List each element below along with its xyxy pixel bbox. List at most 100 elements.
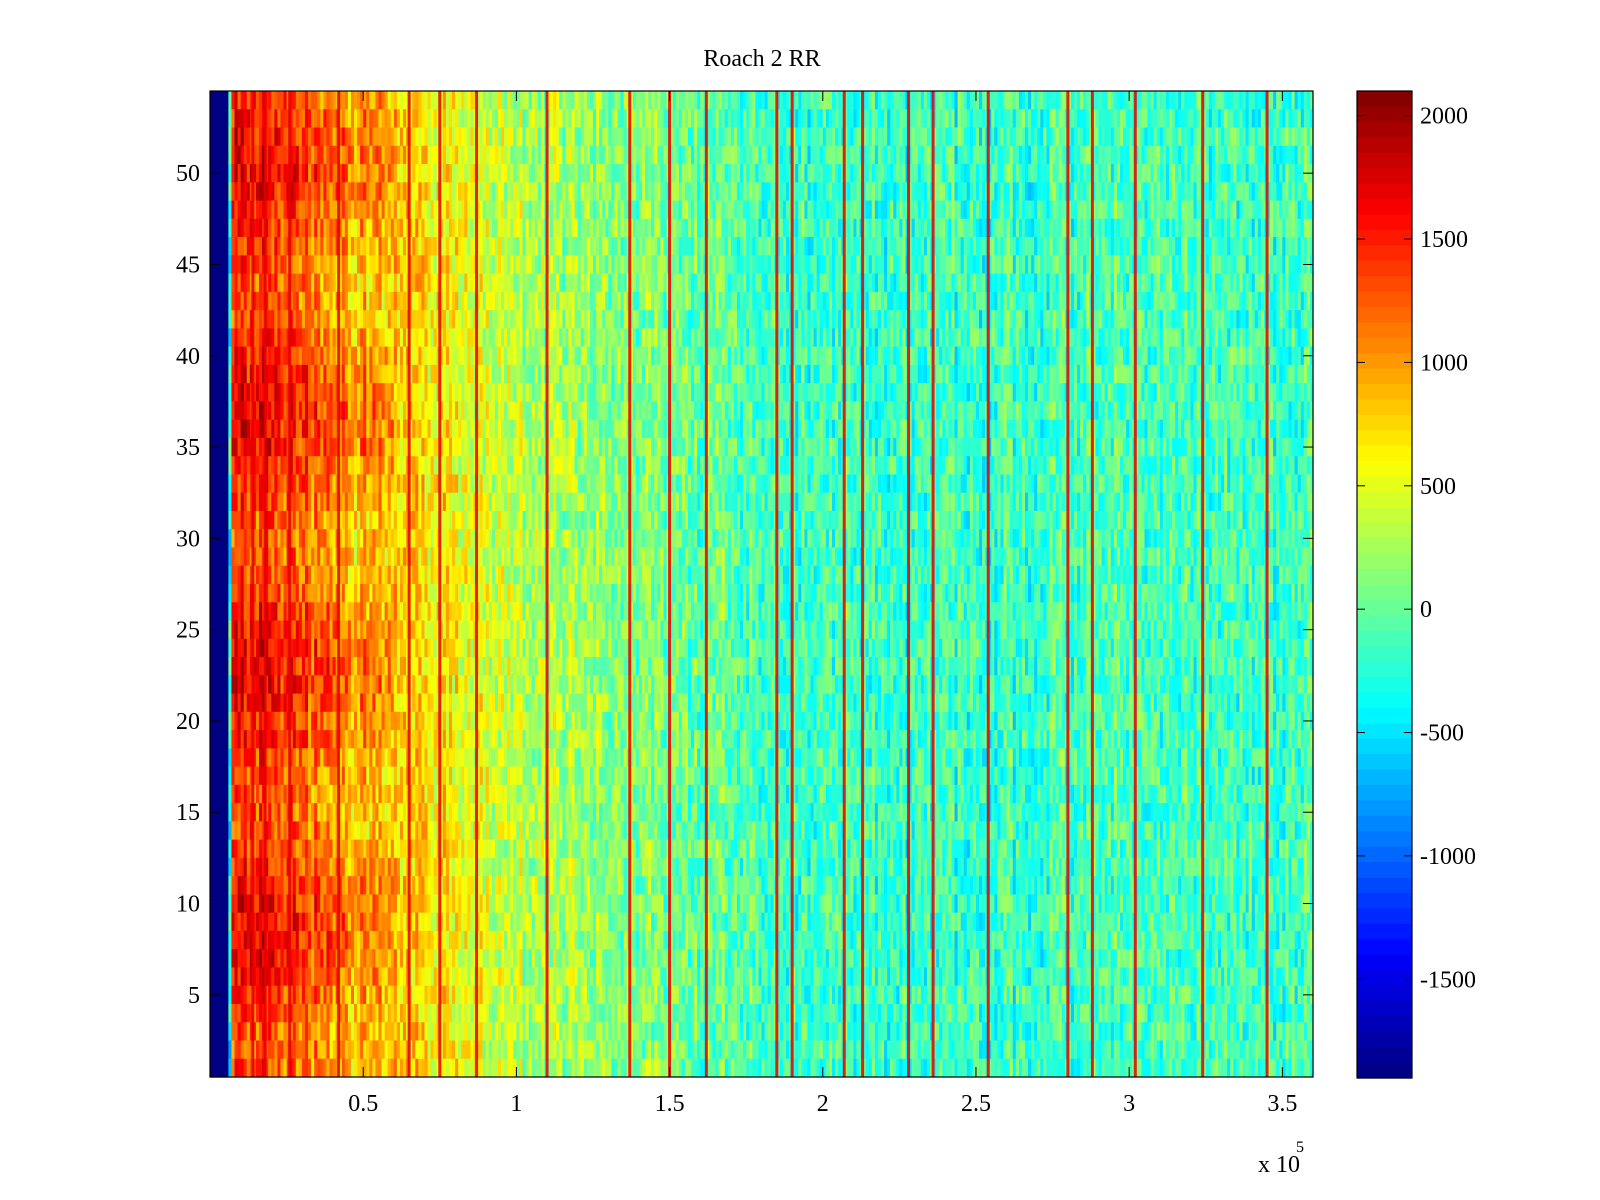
heatmap-cell <box>222 565 226 585</box>
heatmap-cell <box>378 218 383 238</box>
heatmap-cell <box>271 437 275 457</box>
heatmap-cell <box>301 949 306 969</box>
heatmap-cell <box>344 1003 349 1023</box>
heatmap-cell <box>338 127 343 147</box>
heatmap-cell <box>320 857 324 877</box>
heatmap-cell <box>301 748 306 768</box>
heatmap-cell <box>372 748 377 768</box>
heatmap-cell <box>308 419 312 439</box>
heatmap-cell <box>304 584 309 603</box>
heatmap-cell <box>415 565 419 585</box>
heatmap-cell <box>271 894 275 914</box>
heatmap-cell <box>387 784 392 804</box>
heatmap-cell <box>390 273 395 293</box>
heatmap-cell <box>265 328 269 348</box>
heatmap-cell <box>283 510 288 530</box>
heatmap-cell <box>323 291 328 311</box>
heatmap-cell <box>387 894 392 914</box>
heatmap-cell <box>350 949 355 969</box>
heatmap-cell <box>430 164 435 183</box>
heatmap-cell <box>439 328 444 348</box>
heatmap-cell <box>421 91 426 110</box>
heatmap-cell <box>329 876 334 896</box>
heatmap-cell <box>338 693 343 713</box>
heatmap-cell <box>433 510 438 530</box>
heatmap-cell <box>311 164 315 183</box>
heatmap-cell <box>271 109 275 129</box>
heatmap-cell <box>243 565 248 585</box>
heatmap-cell <box>210 200 214 220</box>
heatmap-cell <box>433 1040 438 1060</box>
heatmap-cell <box>292 967 297 987</box>
heatmap-cell <box>289 638 294 658</box>
heatmap-cell <box>360 711 364 731</box>
heatmap-cell <box>430 730 435 749</box>
heatmap-cell <box>243 529 248 549</box>
heatmap-cell <box>228 328 233 348</box>
heatmap-cell <box>366 255 370 275</box>
heatmap-cell <box>237 547 242 567</box>
heatmap-cell <box>259 310 263 329</box>
heatmap-cell <box>289 1040 294 1060</box>
heatmap-cell <box>274 985 278 1005</box>
heatmap-cell <box>354 364 358 384</box>
heatmap-cell <box>433 547 438 567</box>
heatmap-cell <box>213 364 217 384</box>
heatmap-cell <box>308 109 312 129</box>
heatmap-cell <box>231 328 236 348</box>
heatmap-cell <box>430 930 435 950</box>
heatmap-cell <box>320 602 324 622</box>
heatmap-cell <box>317 1040 321 1060</box>
heatmap-cell <box>415 474 419 494</box>
heatmap-cell <box>308 510 312 530</box>
heatmap-cell <box>412 730 416 749</box>
heatmap-cell <box>418 1040 422 1060</box>
heatmap-cell <box>231 620 236 640</box>
heatmap-cell <box>360 364 364 384</box>
heatmap-cell <box>271 401 275 421</box>
heatmap-cell <box>314 255 318 275</box>
heatmap-cell <box>332 474 337 494</box>
heatmap-cell <box>387 949 392 969</box>
heatmap-cell <box>341 1003 346 1023</box>
heatmap-cell <box>360 237 364 256</box>
heatmap-cell <box>421 912 426 932</box>
heatmap-cell <box>427 1003 432 1023</box>
heatmap-cell <box>222 346 226 366</box>
heatmap-cell <box>283 565 288 585</box>
heatmap-cell <box>213 657 217 676</box>
heatmap-cell <box>311 693 315 713</box>
heatmap-cell <box>274 401 278 421</box>
heatmap-cell <box>246 584 251 603</box>
heatmap-cell <box>298 766 303 786</box>
heatmap-cell <box>323 182 328 202</box>
heatmap-cell <box>308 1040 312 1060</box>
heatmap-cell <box>314 364 318 384</box>
heatmap-cell <box>393 273 398 293</box>
heatmap-cell <box>216 821 220 841</box>
heatmap-cell <box>228 364 233 384</box>
heatmap-cell <box>289 784 294 804</box>
heatmap-cell <box>332 547 337 567</box>
heatmap-cell <box>231 949 236 969</box>
heatmap-cell <box>292 200 297 220</box>
heatmap-cell <box>396 200 401 220</box>
heatmap-cell <box>323 1058 328 1078</box>
heatmap-cell <box>381 1040 386 1060</box>
heatmap-cell <box>375 1003 380 1023</box>
heatmap-cell <box>234 949 239 969</box>
heatmap-cell <box>403 127 407 147</box>
heatmap-cell <box>326 565 331 585</box>
heatmap-cell <box>338 419 343 439</box>
heatmap-cell <box>366 857 370 877</box>
heatmap-cell <box>433 492 438 512</box>
heatmap-cell <box>277 766 282 786</box>
heatmap-cell <box>393 912 398 932</box>
heatmap-cell <box>393 492 398 512</box>
heatmap-cell <box>409 1040 413 1060</box>
heatmap-cell <box>363 638 367 658</box>
heatmap-cell <box>210 510 214 530</box>
heatmap-cell <box>344 985 349 1005</box>
heatmap-cell <box>387 474 392 494</box>
heatmap-cell <box>210 967 214 987</box>
